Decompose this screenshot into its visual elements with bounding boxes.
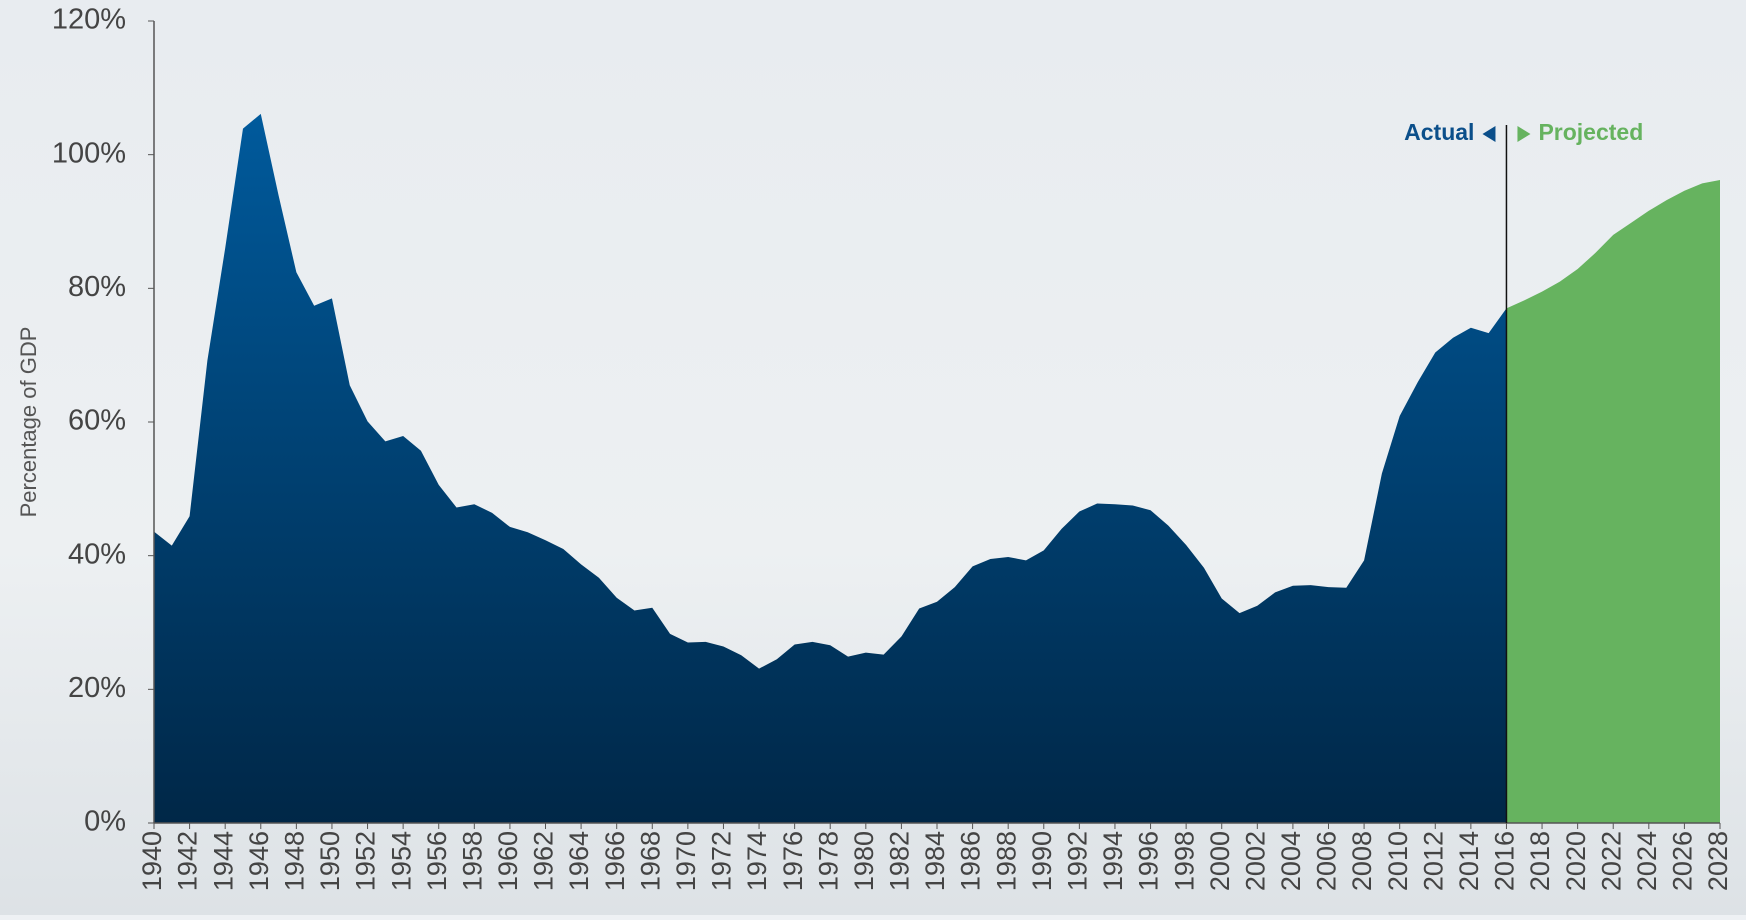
x-tick-label: 1980 [849, 831, 879, 891]
x-tick-label: 1994 [1098, 831, 1128, 891]
x-tick-label: 2014 [1454, 831, 1484, 891]
x-tick-label: 1952 [351, 831, 381, 891]
x-tick-label: 1942 [173, 831, 203, 891]
legend-label: Actual [1404, 119, 1474, 145]
x-tick-label: 1978 [813, 831, 843, 891]
x-tick-label: 2002 [1240, 831, 1270, 891]
x-tick-label: 2008 [1347, 831, 1377, 891]
x-tick-label: 2018 [1525, 831, 1555, 891]
y-tick-label: 0% [84, 806, 126, 838]
y-tick-label: 80% [68, 271, 126, 303]
x-tick-label: 1946 [244, 831, 274, 891]
x-tick-label: 1944 [208, 831, 238, 891]
x-tick-label: 1968 [635, 831, 665, 891]
x-tick-label: 1956 [422, 831, 452, 891]
x-tick-label: 1940 [137, 831, 167, 891]
x-tick-label: 2000 [1205, 831, 1235, 891]
y-tick-label: 120% [52, 4, 126, 36]
x-tick-label: 2006 [1312, 831, 1342, 891]
x-tick-label: 1984 [920, 831, 950, 891]
y-tick-label: 60% [68, 405, 126, 437]
x-tick-label: 1948 [279, 831, 309, 891]
x-tick-label: 1982 [885, 831, 915, 891]
x-tick-label: 1970 [671, 831, 701, 891]
y-tick-label: 100% [52, 137, 126, 169]
x-tick-label: 1988 [991, 831, 1021, 891]
y-axis-label: Percentage of GDP [16, 327, 41, 518]
x-tick-label: 2020 [1561, 831, 1591, 891]
x-tick-label: 2026 [1668, 831, 1698, 891]
x-tick-label: 2012 [1418, 831, 1448, 891]
x-tick-label: 1990 [1027, 831, 1057, 891]
x-tick-label: 1960 [493, 831, 523, 891]
x-tick-label: 1986 [956, 831, 986, 891]
y-tick-label: 20% [68, 672, 126, 704]
x-tick-label: 1962 [529, 831, 559, 891]
x-tick-label: 2024 [1632, 831, 1662, 891]
x-tick-label: 2022 [1596, 831, 1626, 891]
x-tick-label: 1976 [778, 831, 808, 891]
x-tick-label: 1958 [457, 831, 487, 891]
y-tick-label: 40% [68, 538, 126, 570]
legend-label: Projected [1538, 119, 1643, 145]
x-tick-label: 2004 [1276, 831, 1306, 891]
x-tick-label: 1954 [386, 831, 416, 891]
x-tick-label: 2010 [1383, 831, 1413, 891]
chart: Percentage of GDP 0% 20% 40% 60% 80% 100% 120%… [0, 0, 1746, 915]
x-tick-label: 1998 [1169, 831, 1199, 891]
x-tick-label: 1966 [600, 831, 630, 891]
x-tick-label: 1996 [1134, 831, 1164, 891]
x-tick-label: 1992 [1062, 831, 1092, 891]
x-tick-label: 2016 [1490, 831, 1520, 891]
x-tick-label: 2028 [1703, 831, 1733, 891]
x-tick-label: 1950 [315, 831, 345, 891]
x-tick-label: 1974 [742, 831, 772, 891]
x-tick-label: 1964 [564, 831, 594, 891]
x-tick-label: 1972 [707, 831, 737, 891]
